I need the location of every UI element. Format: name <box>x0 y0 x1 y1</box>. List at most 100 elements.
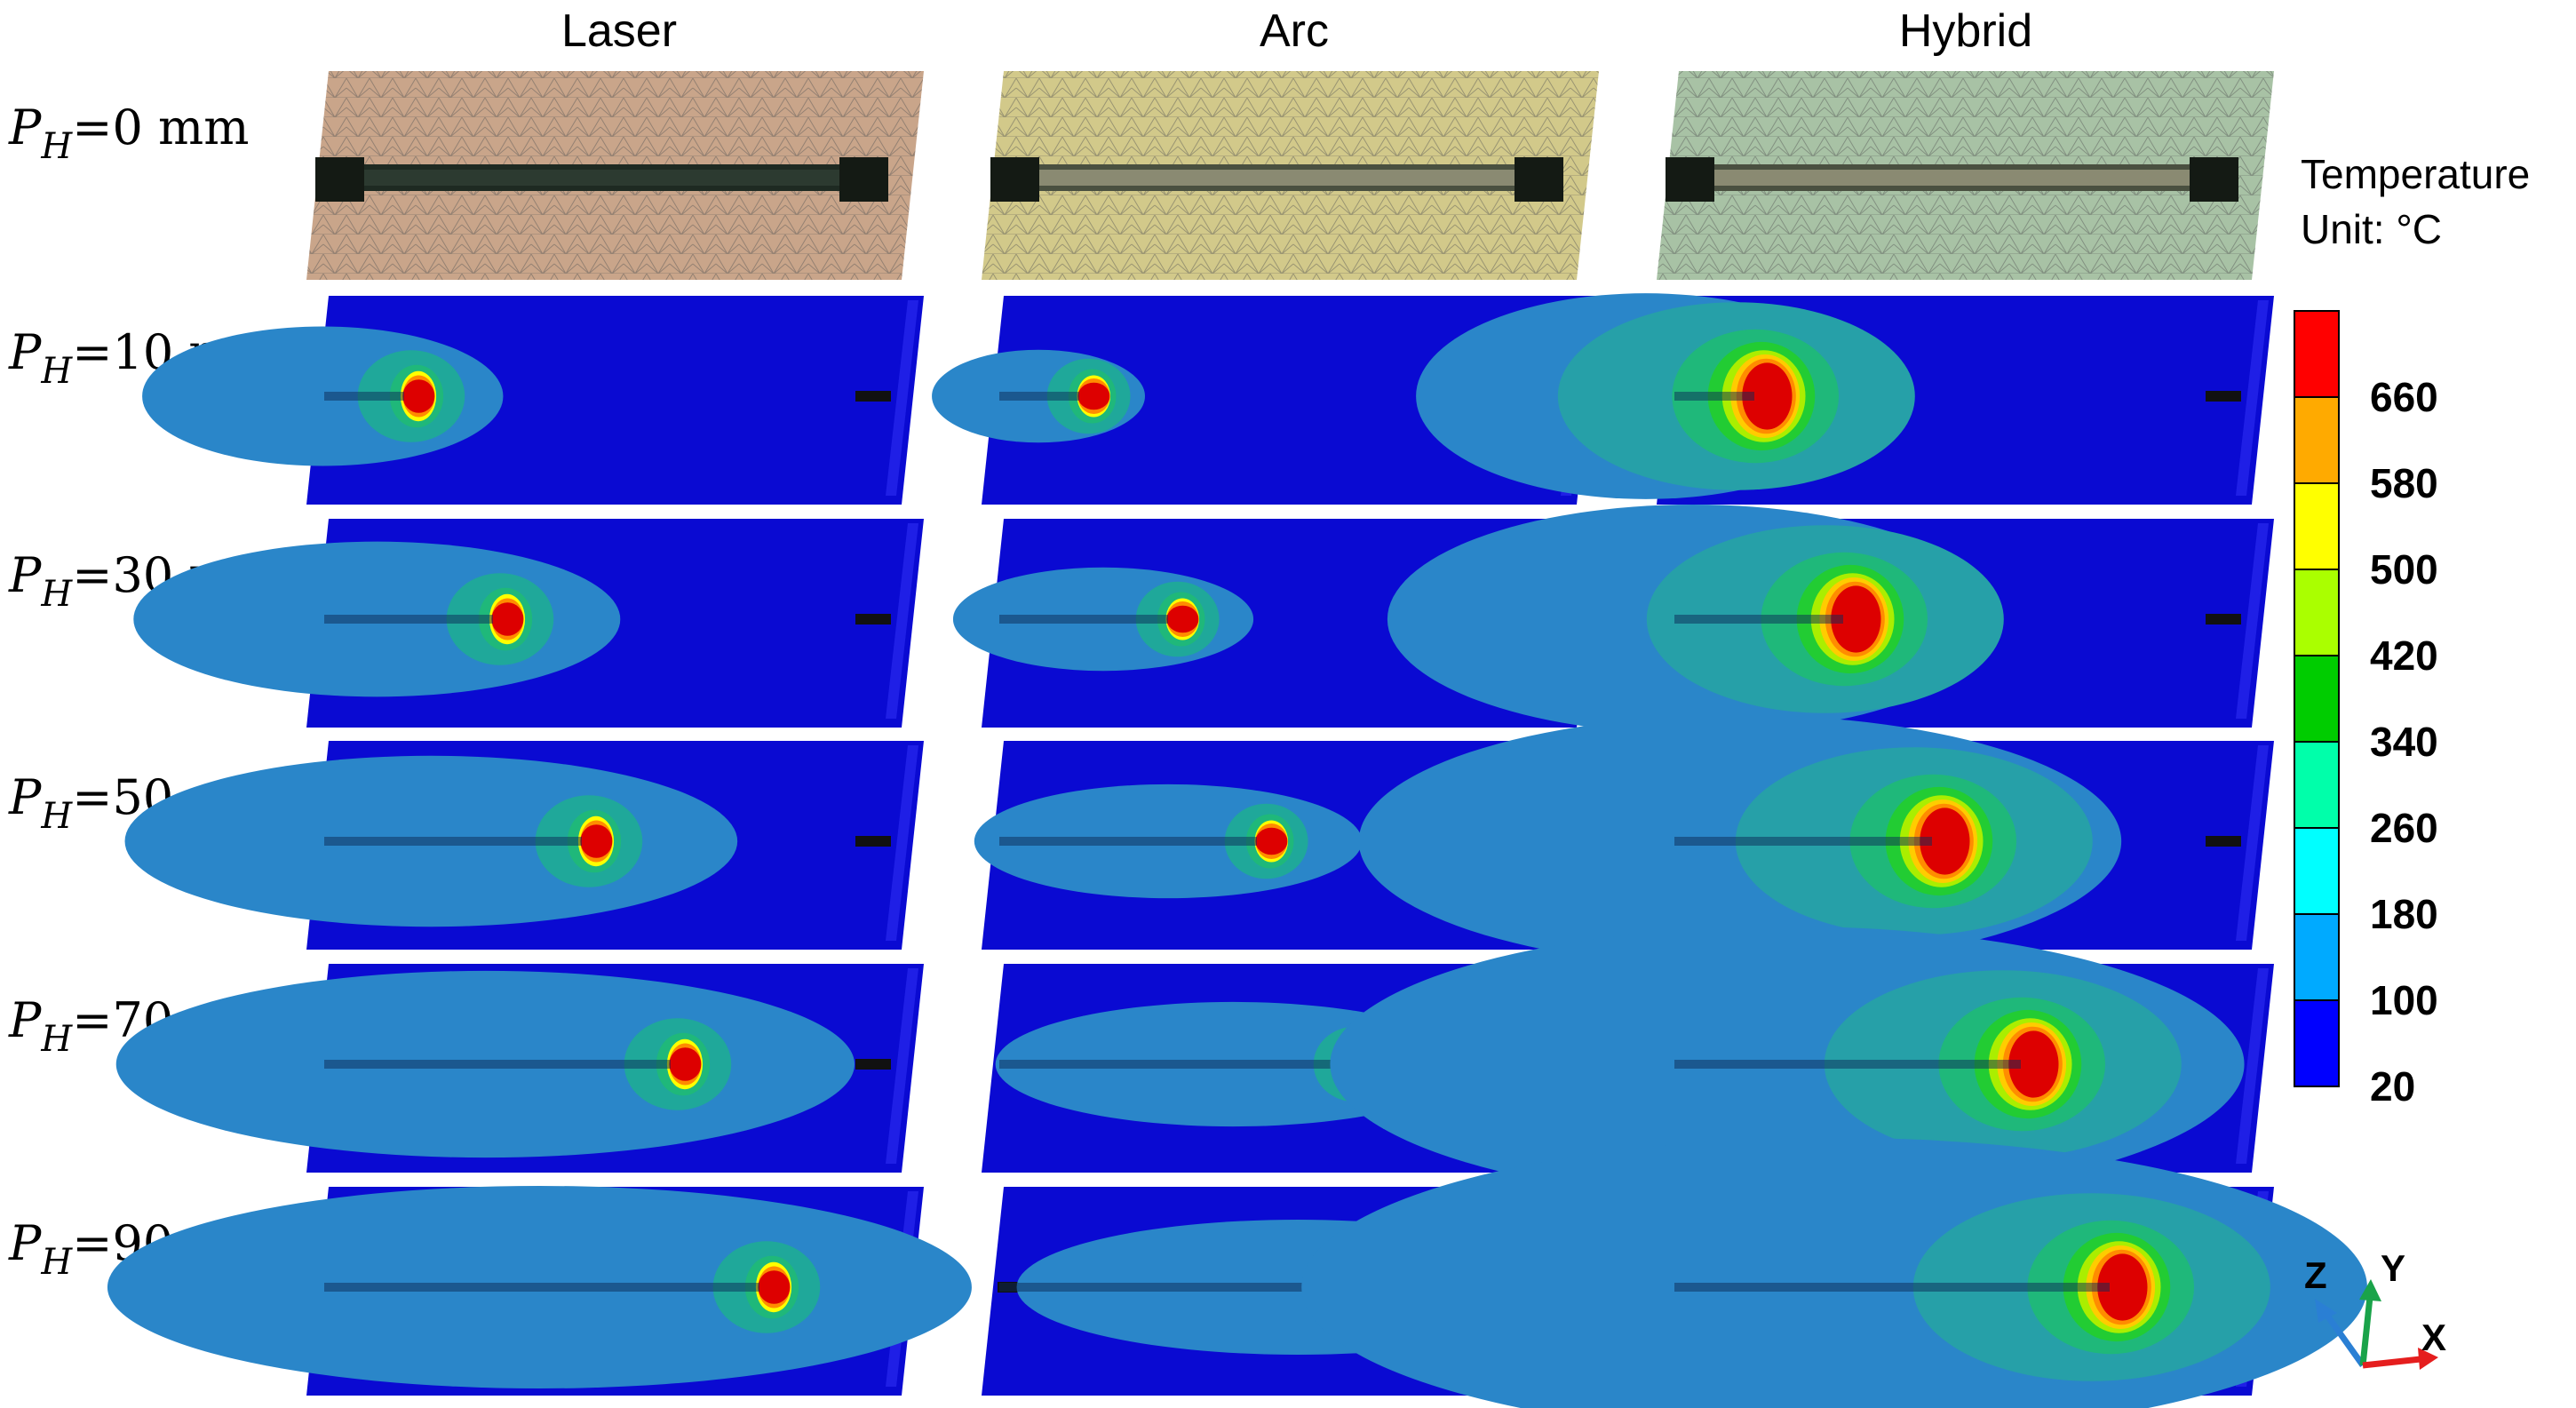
row-label-subscript: H <box>40 796 73 837</box>
colorbar-tick-label: 180 <box>2370 891 2438 937</box>
panel-laser-row-2 <box>133 519 924 728</box>
panel-laser-row-0 <box>306 71 924 280</box>
row-label-symbol: P <box>8 769 43 825</box>
panel-hybrid-row-2 <box>1387 505 2274 734</box>
isotherm-5 <box>1077 382 1110 410</box>
isotherm-7 <box>2008 1030 2059 1098</box>
weld-trail <box>324 392 404 401</box>
weld-trail <box>1674 392 1754 401</box>
colorbar-segment <box>2294 569 2340 656</box>
plate-edge <box>886 523 918 719</box>
row-label-value: =0 mm <box>72 99 249 155</box>
isotherm-7 <box>1831 585 1881 653</box>
colorbar-segment <box>2294 741 2340 829</box>
isotherm-7 <box>1742 362 1793 430</box>
seam-stub-right <box>855 1059 891 1070</box>
tab-right <box>2190 157 2238 202</box>
weld-trail <box>324 615 493 624</box>
row-label-subscript: H <box>40 126 73 167</box>
plate <box>306 296 924 505</box>
x-axis-head <box>2418 1348 2438 1370</box>
row-label-subscript: H <box>40 574 73 615</box>
weld-trail <box>324 837 582 846</box>
row-label: PH=0 mm <box>8 99 249 167</box>
colorbar-tick-label: 260 <box>2370 805 2438 851</box>
colorbar-tick-label: 660 <box>2370 374 2438 420</box>
z-axis-arrow <box>2323 1310 2365 1368</box>
row-label-symbol: P <box>8 99 43 155</box>
seam-stub-right <box>855 391 891 402</box>
plate-edge <box>2236 523 2269 719</box>
tab-right <box>839 157 888 202</box>
row-label-symbol: P <box>8 547 43 603</box>
row-label-subscript: H <box>40 351 73 392</box>
row-label-subscript: H <box>40 1019 73 1060</box>
panel-hybrid-row-1 <box>1416 293 2274 505</box>
isotherm-5 <box>758 1270 791 1304</box>
colorbar-segment <box>2294 482 2340 570</box>
isotherm-7 <box>1920 807 1970 875</box>
panel-laser-row-1 <box>142 296 924 505</box>
panel-arc-row-0 <box>982 71 1599 280</box>
isotherm-5 <box>669 1047 702 1081</box>
column-header-hybrid: Hybrid <box>1899 5 2032 57</box>
plate-edge <box>2236 745 2269 941</box>
tab-left <box>990 157 1039 202</box>
weld-trail <box>1674 615 1843 624</box>
tab-left <box>315 157 364 202</box>
colorbar-segment <box>2294 310 2340 398</box>
isotherm-5 <box>491 602 524 636</box>
panel-hybrid-row-3 <box>1358 714 2274 968</box>
weld-trail <box>324 1283 759 1292</box>
tab-right <box>1515 157 1563 202</box>
row-label-symbol: P <box>8 992 43 1048</box>
colorbar-tick-label: 580 <box>2370 460 2438 506</box>
isotherm-7 <box>2097 1253 2148 1321</box>
x-axis-arrow <box>2362 1356 2421 1369</box>
legend-title-line2: Unit: °C <box>2301 206 2442 252</box>
weld-trail <box>1674 1283 2110 1292</box>
panel-hybrid-row-0 <box>1657 71 2274 280</box>
plate-edge <box>2236 300 2269 496</box>
weld-seam-core <box>1017 170 1532 186</box>
column-header-laser: Laser <box>561 5 677 57</box>
weld-trail <box>999 1283 1435 1292</box>
panel-grid <box>107 71 2367 1408</box>
weld-trail <box>999 615 1168 624</box>
legend-title-line1: Temperature <box>2301 151 2530 197</box>
colorbar-segment <box>2294 913 2340 1001</box>
weld-trail <box>1674 837 1932 846</box>
legend-colorbar <box>2294 310 2340 1087</box>
weld-trail <box>324 1060 671 1069</box>
z-axis-head <box>2315 1299 2337 1323</box>
z-axis-label: Z <box>2304 1254 2327 1296</box>
seam-stub-right <box>2206 836 2241 847</box>
y-axis-arrow <box>2359 1296 2373 1366</box>
weld-seam-core <box>342 170 857 186</box>
row-label-symbol: P <box>8 324 43 380</box>
colorbar-tick-label: 340 <box>2370 719 2438 765</box>
seam-stub-right <box>855 836 891 847</box>
weld-trail <box>999 392 1079 401</box>
colorbar-segment <box>2294 827 2340 915</box>
colorbar-segment <box>2294 396 2340 484</box>
row-label-symbol: P <box>8 1215 43 1271</box>
colorbar-segment <box>2294 999 2340 1087</box>
weld-trail <box>999 837 1257 846</box>
plate-edge <box>886 745 918 941</box>
colorbar-tick-label: 100 <box>2370 977 2438 1023</box>
row-label-subscript: H <box>40 1242 73 1283</box>
colorbar-segment <box>2294 655 2340 743</box>
plate-edge <box>2236 968 2269 1164</box>
isotherm-5 <box>1166 605 1199 633</box>
y-axis-label: Y <box>2381 1247 2405 1289</box>
y-axis-head <box>2359 1279 2381 1301</box>
panel-laser-row-3 <box>124 741 924 950</box>
plate-edge <box>886 300 918 496</box>
legend: Temperature Unit: °C 660 580 500 420 340 260 1… <box>2294 151 2530 1110</box>
legend-ticks: 660 580 500 420 340 260 180 100 20 <box>2370 374 2438 1110</box>
panel-laser-row-4 <box>115 964 924 1173</box>
seam-stub-right <box>2206 391 2241 402</box>
axis-triad: Z Y X <box>2304 1247 2446 1370</box>
